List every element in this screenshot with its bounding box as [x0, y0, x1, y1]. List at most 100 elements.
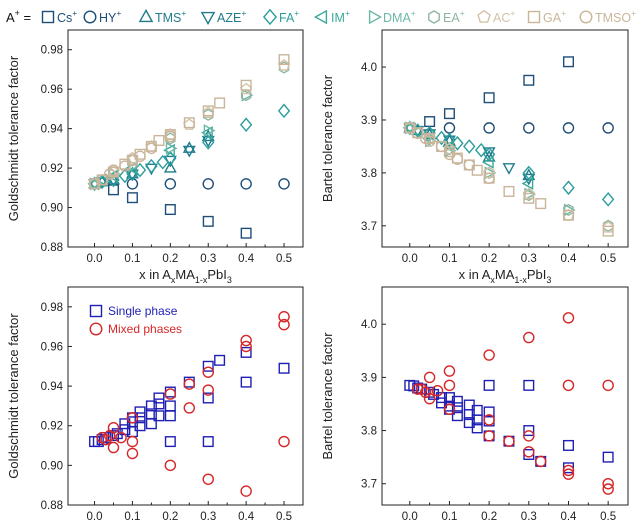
data-point: [521, 177, 534, 190]
data-point: [602, 379, 614, 392]
data-point: [443, 403, 456, 416]
data-point: [602, 221, 615, 233]
data-point: [562, 464, 575, 477]
phase-legend-marker: [89, 322, 103, 336]
series-single-phase: [404, 379, 614, 474]
data-point: [134, 420, 146, 432]
data-point: [535, 198, 547, 210]
marker-legend: A+ = Cs+ HY+ TMS+ AZE+ FA+ IM+ DMA+ EA+ AC+ GA+ TMS…: [6, 8, 636, 26]
data-point: [126, 412, 139, 424]
series-tms: [403, 120, 536, 181]
y-tick-label: 0.90: [41, 203, 63, 215]
data-point: [107, 421, 120, 434]
data-point: [523, 446, 535, 458]
legend-marker-ga: [527, 10, 541, 24]
data-point: [214, 97, 226, 109]
y-tick-label: 3.8: [361, 168, 377, 180]
y-tick-label: 0.92: [41, 163, 63, 175]
data-point: [435, 130, 448, 146]
data-point: [164, 204, 176, 216]
legend-label-tms: TMS+: [155, 8, 186, 25]
data-point: [451, 402, 463, 414]
data-point: [163, 143, 175, 157]
data-point: [428, 388, 440, 400]
panel-goldschmidt-by-phase: 0.0 0.1 0.2 0.3 0.4 0.5 0.88 0.90 0.92 0.94 0.96 0.…: [6, 286, 304, 521]
phase-legend: Single phase Mixed phases: [89, 304, 182, 336]
data-point: [482, 147, 496, 162]
x-tick-label: 0.2: [162, 511, 178, 521]
y-tick-label: 3.7: [361, 479, 377, 491]
data-point: [423, 371, 436, 384]
series-single-phase: [89, 346, 290, 448]
data-point: [483, 414, 495, 426]
data-point: [202, 392, 214, 404]
y-tick-label: 0.96: [41, 84, 63, 96]
y-axis-label: Goldschmidt tolerance factor: [6, 55, 21, 221]
data-point: [471, 422, 483, 434]
data-point: [481, 155, 494, 169]
data-point: [111, 428, 123, 440]
data-point: [202, 135, 215, 150]
data-point: [431, 384, 444, 397]
data-point: [278, 318, 290, 331]
x-tick-label: 0.3: [200, 253, 216, 265]
data-point: [562, 379, 575, 392]
data-point: [523, 425, 535, 437]
y-tick-label: 0.96: [41, 341, 63, 353]
data-point: [424, 116, 436, 128]
x-tick-label: 0.4: [238, 253, 255, 265]
data-point: [165, 141, 178, 155]
data-point: [182, 145, 196, 158]
data-point: [164, 400, 176, 412]
data-point: [145, 400, 157, 412]
data-point: [562, 180, 575, 196]
x-tick-label: 0.3: [521, 511, 537, 521]
legend-label-ac: AC+: [493, 8, 515, 25]
legend-label-ea: EA+: [443, 8, 465, 25]
data-point: [503, 435, 515, 447]
legend-label-im: IM+: [331, 8, 350, 25]
data-point: [153, 134, 165, 146]
data-point: [164, 388, 177, 400]
data-point: [240, 346, 252, 358]
x-tick-label: 0.1: [441, 253, 457, 265]
phase-legend-label: Mixed phases: [108, 322, 182, 336]
data-point: [523, 74, 535, 86]
series-tmso: [88, 130, 177, 190]
data-point: [483, 92, 495, 104]
data-point: [202, 436, 214, 448]
data-point: [240, 88, 252, 102]
phase-legend-label: Single phase: [108, 304, 178, 318]
x-tick-label: 0.5: [600, 511, 616, 521]
legend-marker-fa: [262, 8, 278, 26]
data-point: [411, 383, 424, 395]
data-point: [451, 153, 464, 165]
x-tick-label: 0.1: [124, 511, 140, 521]
data-point: [502, 163, 516, 175]
data-point: [100, 433, 112, 446]
series-mixed-phases: [411, 312, 614, 495]
data-point: [126, 447, 139, 460]
legend-marker-hy: [83, 10, 97, 24]
data-point: [115, 431, 127, 444]
y-tick-label: 4.0: [361, 62, 377, 74]
data-point: [534, 455, 547, 468]
data-point: [202, 215, 214, 227]
data-point: [278, 310, 290, 323]
panel-bartel-by-phase: 0.00.10.20.30.40.53.73.83.94.0x in AxMA1…: [320, 286, 629, 521]
data-point: [183, 402, 196, 414]
y-tick-label: 0.94: [41, 124, 64, 136]
y-tick-label: 0.98: [41, 302, 63, 314]
data-point: [562, 439, 574, 451]
data-point: [119, 418, 131, 430]
data-point: [134, 412, 146, 424]
data-point: [92, 436, 104, 448]
data-point: [153, 392, 165, 404]
data-point: [601, 192, 615, 207]
data-point: [411, 127, 424, 139]
data-point: [240, 376, 252, 388]
plot-frame: [67, 29, 304, 248]
data-point: [202, 105, 214, 117]
data-point: [134, 406, 146, 418]
data-point: [483, 349, 495, 361]
